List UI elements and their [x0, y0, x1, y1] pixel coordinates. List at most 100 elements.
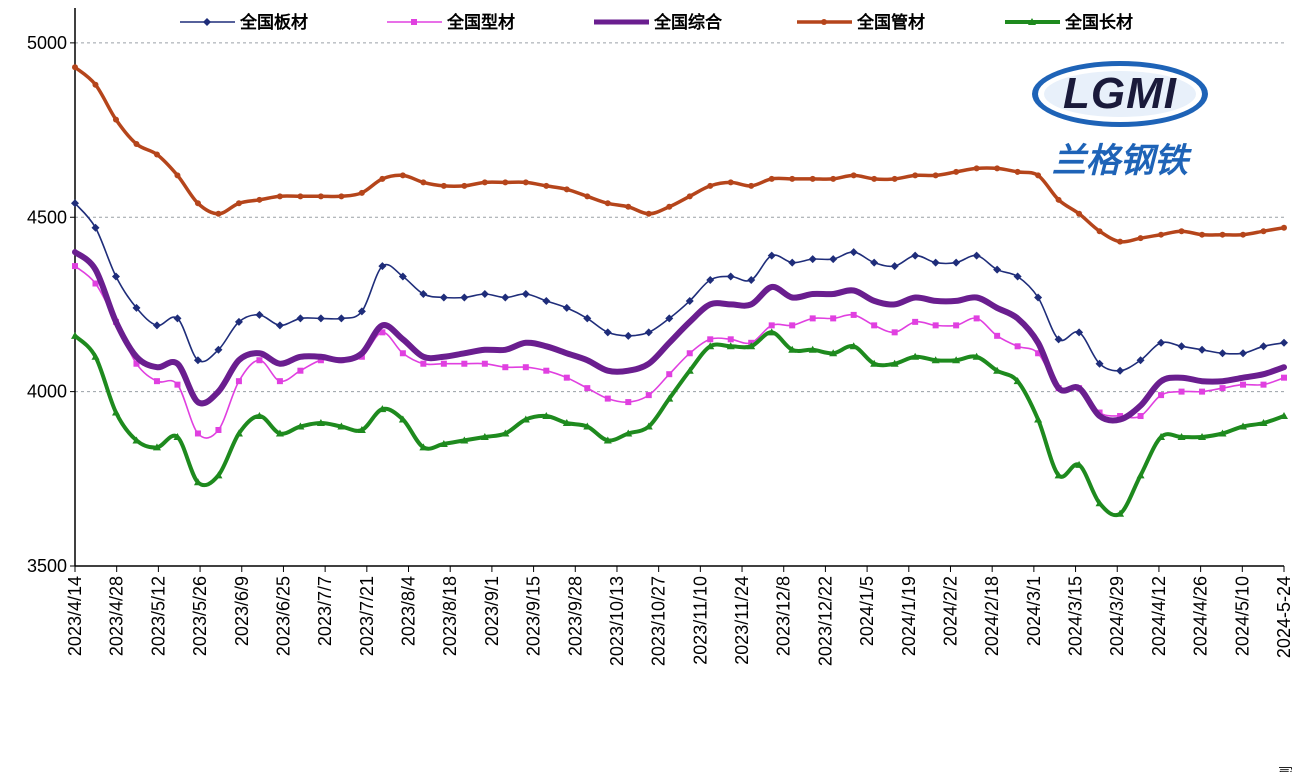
- data-point: [1013, 272, 1022, 281]
- data-point: [871, 322, 878, 329]
- data-point: [994, 332, 1001, 339]
- data-point: [316, 419, 325, 427]
- x-tick-label: 2023/4/14: [65, 576, 85, 656]
- data-point: [357, 425, 366, 433]
- data-point: [256, 196, 263, 203]
- data-point: [1199, 231, 1206, 238]
- data-point: [603, 328, 612, 337]
- data-point: [1260, 228, 1267, 235]
- legend-item-2: 全国型材: [387, 12, 515, 33]
- data-point: [870, 359, 879, 367]
- x-tick-label: 2024/3/1: [1024, 576, 1044, 646]
- data-point: [91, 352, 100, 360]
- y-axis-ticks: 3500 4000 4500 5000: [27, 33, 75, 576]
- data-point: [338, 193, 345, 200]
- data-point: [768, 175, 775, 182]
- data-point: [1219, 385, 1226, 392]
- data-point: [1075, 460, 1084, 468]
- data-point: [830, 315, 837, 322]
- x-tick-label: 2023/9/28: [565, 576, 585, 656]
- data-point: [993, 366, 1002, 374]
- legend-label: 全国板材: [239, 12, 308, 33]
- data-point: [1137, 413, 1144, 420]
- data-point: [953, 322, 960, 329]
- data-point: [768, 322, 775, 329]
- data-point: [645, 392, 652, 399]
- data-point: [584, 385, 591, 392]
- data-point: [132, 436, 141, 444]
- data-point: [419, 443, 428, 451]
- data-point: [911, 352, 920, 360]
- data-point: [1218, 429, 1227, 437]
- data-point: [255, 310, 264, 319]
- data-point: [850, 172, 857, 179]
- data-point: [543, 367, 550, 374]
- x-tick-label: 2023/7/7: [315, 576, 335, 646]
- data-point: [1014, 343, 1021, 350]
- data-point: [1136, 471, 1145, 479]
- data-point: [830, 175, 837, 182]
- data-point: [378, 405, 387, 413]
- data-point: [1240, 381, 1247, 388]
- data-point: [829, 255, 838, 264]
- data-point: [502, 364, 509, 371]
- data-point: [1219, 231, 1226, 238]
- data-point: [890, 262, 899, 271]
- data-point: [173, 432, 182, 440]
- data-point: [193, 478, 202, 486]
- y-tick-label: 3500: [27, 556, 67, 576]
- data-point: [1157, 338, 1166, 347]
- data-point: [543, 182, 550, 189]
- data-point: [439, 293, 448, 302]
- logo-chinese-text: 兰格钢铁: [1052, 141, 1192, 181]
- data-point: [912, 172, 919, 179]
- data-point: [727, 179, 734, 186]
- legend-item-5: 全国长材: [1005, 12, 1133, 33]
- data-point: [849, 342, 858, 350]
- data-point: [809, 175, 816, 182]
- data-point: [378, 262, 387, 271]
- data-point: [1117, 413, 1124, 420]
- data-point: [92, 280, 99, 287]
- data-point: [1239, 422, 1248, 430]
- data-point: [399, 350, 406, 357]
- data-point: [1280, 338, 1288, 347]
- data-point: [317, 193, 324, 200]
- data-point: [379, 329, 386, 336]
- legend-item-4: 全国管材: [797, 12, 925, 33]
- data-point: [563, 186, 570, 193]
- data-point: [1177, 432, 1186, 440]
- y-tick-label: 4000: [27, 382, 67, 402]
- data-point: [399, 172, 406, 179]
- data-point: [398, 415, 407, 423]
- data-point: [952, 356, 961, 364]
- data-point: [174, 381, 181, 388]
- x-tick-label: 2023/12/8: [774, 576, 794, 656]
- data-point: [808, 255, 817, 264]
- x-tick-label: 2023/6/9: [232, 576, 252, 646]
- data-point: [92, 81, 99, 88]
- data-point: [665, 314, 674, 323]
- data-point: [1178, 228, 1185, 235]
- data-point: [72, 64, 78, 71]
- data-point: [296, 314, 305, 323]
- data-point: [357, 307, 366, 316]
- data-point: [767, 251, 776, 260]
- data-point: [707, 336, 714, 343]
- x-tick-label: 2024/5/10: [1232, 576, 1252, 656]
- data-point: [1198, 432, 1207, 440]
- x-tick-label: 2023/10/13: [607, 576, 627, 666]
- data-point: [235, 200, 242, 207]
- data-point: [972, 251, 981, 260]
- data-point: [1198, 345, 1207, 354]
- data-point: [788, 345, 797, 353]
- legend-label: 全国长材: [1064, 12, 1133, 33]
- data-point: [461, 360, 468, 367]
- legend-item-1: 全国板材: [180, 12, 308, 33]
- data-point: [296, 422, 305, 430]
- data-point: [398, 272, 407, 281]
- data-point: [665, 394, 674, 402]
- data-point: [71, 199, 79, 208]
- x-tick-label: 2023/6/25: [273, 576, 293, 656]
